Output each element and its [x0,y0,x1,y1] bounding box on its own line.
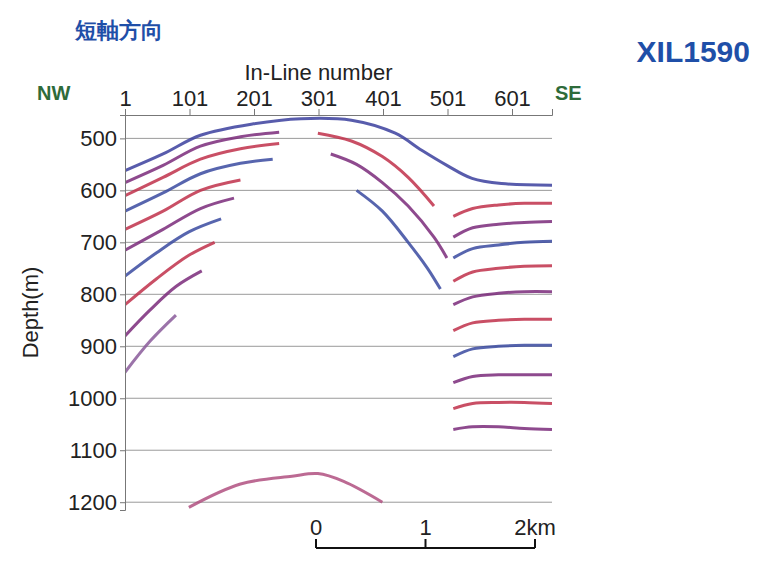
y-tick: 500 [80,126,125,151]
reflector [453,402,552,408]
x-tick: 401 [365,86,402,115]
reflector [125,242,215,304]
y-tick: 900 [80,334,125,359]
x-tick: 501 [430,86,467,115]
reflector [125,144,279,196]
reflector [125,180,240,229]
y-tick-label: 1000 [68,386,117,411]
reflector [125,198,234,250]
reflector [453,266,552,282]
reflector [357,190,441,289]
grid-line [125,398,552,399]
reflector [125,315,176,372]
grid-line [125,190,552,191]
grid-line [125,502,552,503]
y-tick-mark [120,398,125,399]
y-tick-mark [120,242,125,243]
y-tick: 600 [80,178,125,203]
y-tick: 800 [80,282,125,307]
x-tick: 201 [236,86,273,115]
y-tick-mark [120,450,125,451]
reflector [453,427,552,430]
reflector [331,154,447,258]
y-tick: 1100 [70,438,125,463]
x-tick: 601 [494,86,531,115]
y-tick: 1200 [68,490,125,515]
reflector [453,241,552,258]
y-axis: 500 600 700 800 900 1000 1100 1200 [68,116,125,515]
x-axis-title: In-Line number [245,60,393,85]
reflector [453,375,552,383]
reflector [125,118,552,185]
y-axis-title: Depth(m) [18,267,43,359]
reflector [453,345,552,357]
scale-bar: 0 1 2km [310,515,556,548]
y-tick-mark [120,190,125,191]
x-tick-label: 501 [430,86,467,111]
x-tick-label: 601 [494,86,531,111]
scale-bar-label: 2km [514,515,556,540]
reflectors [125,118,552,507]
y-tick: 700 [80,230,125,255]
x-tick-label: 401 [365,86,402,111]
x-tick-label: 301 [301,86,338,111]
y-tick-label: 1100 [70,438,117,463]
x-tick-label: 101 [172,86,209,111]
reflector [453,222,552,238]
reflector [125,159,273,211]
scale-bar-tick [425,539,427,548]
scale-bar-label: 0 [310,515,322,540]
y-axis-line [120,116,126,511]
direction-label: SE [555,82,582,104]
reflector [189,473,383,507]
scale-bar-tick [315,539,317,548]
subtitle: XIL1590 [637,35,750,68]
y-tick-label: 800 [80,282,117,307]
y-tick-label: 1200 [68,490,117,515]
scale-bar-label: 1 [419,515,431,540]
x-tick-label: 1 [119,86,131,111]
reflector [453,203,552,216]
x-tick: 101 [172,86,209,115]
scale-bar-tick [534,539,536,548]
y-tick-label: 700 [80,230,117,255]
reflector [453,292,552,305]
title: 短軸方向 [74,18,163,43]
reflector [318,133,434,206]
reflector [453,319,552,331]
x-tick: 1 [119,86,131,115]
y-tick-label: 900 [80,334,117,359]
y-tick-mark [120,294,125,295]
y-tick-label: 600 [80,178,117,203]
grid-line [125,242,552,243]
grid [125,138,552,502]
y-tick-label: 500 [80,126,117,151]
direction-label: NW [37,82,70,104]
y-tick: 1000 [68,386,125,411]
grid-line [125,450,552,451]
x-tick-label: 201 [236,86,273,111]
y-tick-mark [120,346,125,347]
y-tick-mark [120,138,125,139]
x-axis: 1 101 201 301 401 501 601 [119,86,552,116]
chart: 1101201301401501601500600700800900100011… [0,0,764,567]
y-tick-mark [120,502,125,503]
x-tick: 301 [301,86,338,115]
